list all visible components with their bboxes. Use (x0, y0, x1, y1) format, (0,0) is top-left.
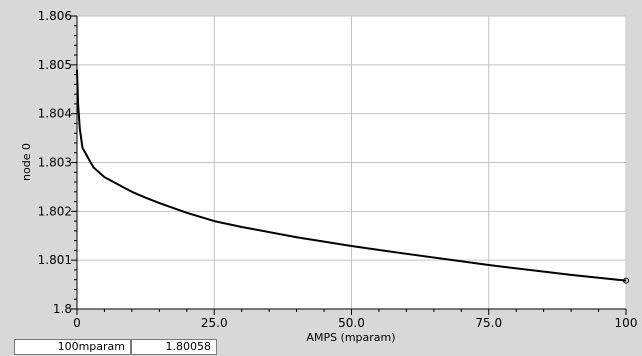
series-layer (76, 69, 629, 284)
y-tick-label: 1.801 (38, 253, 72, 267)
x-axis-title: AMPS (mparam) (306, 331, 395, 344)
y-tick-label: 1.804 (38, 107, 72, 121)
y-tick-label: 1.805 (38, 58, 72, 72)
x-tick-label: 0 (73, 316, 81, 330)
x-tick-label: 50.0 (338, 316, 365, 330)
y-tick-label: 1.806 (38, 9, 72, 23)
y-tick-label: 1.8 (53, 302, 72, 316)
series-line (76, 69, 627, 282)
y-axis-title: node 0 (20, 143, 33, 181)
grid-lines (77, 15, 627, 309)
x-tick-label: 100 (615, 316, 638, 330)
cursor-y-readout: 1.80058 (131, 339, 217, 355)
x-tick-label: 75.0 (475, 316, 502, 330)
y-tick-label: 1.803 (38, 156, 72, 170)
y-tick-label: 1.802 (38, 204, 72, 218)
tick-labels: 0 25.0 50.0 75.0 100 1.8 1.801 1.802 1.803 1.804 1… (38, 9, 638, 330)
x-tick-label: 25.0 (201, 316, 228, 330)
cursor-x-readout: 100mparam (14, 339, 131, 355)
cursor-marker[interactable] (623, 277, 629, 284)
